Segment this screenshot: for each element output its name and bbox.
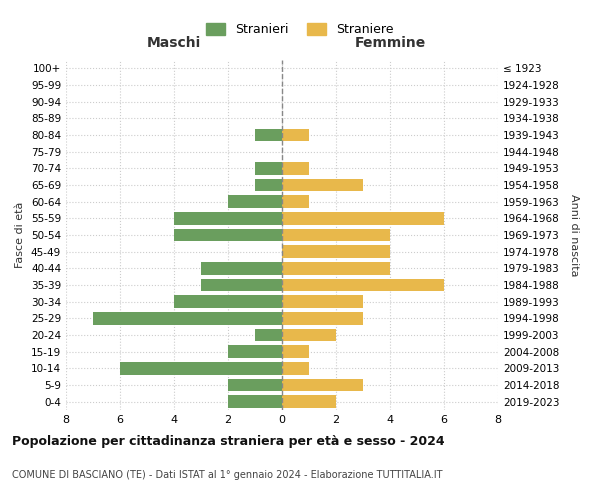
Bar bbox=[228, 379, 282, 391]
Y-axis label: Fasce di età: Fasce di età bbox=[16, 202, 25, 268]
Text: COMUNE DI BASCIANO (TE) - Dati ISTAT al 1° gennaio 2024 - Elaborazione TUTTITALI: COMUNE DI BASCIANO (TE) - Dati ISTAT al … bbox=[12, 470, 443, 480]
Bar bbox=[282, 396, 336, 408]
Bar bbox=[174, 296, 282, 308]
Bar bbox=[201, 279, 282, 291]
Bar bbox=[228, 196, 282, 208]
Bar bbox=[282, 162, 309, 174]
Bar bbox=[282, 346, 309, 358]
Bar bbox=[255, 329, 282, 341]
Bar bbox=[93, 312, 282, 324]
Y-axis label: Anni di nascita: Anni di nascita bbox=[569, 194, 579, 276]
Text: Popolazione per cittadinanza straniera per età e sesso - 2024: Popolazione per cittadinanza straniera p… bbox=[12, 435, 445, 448]
Bar bbox=[174, 229, 282, 241]
Bar bbox=[282, 296, 363, 308]
Bar bbox=[255, 129, 282, 141]
Bar bbox=[282, 329, 336, 341]
Bar bbox=[282, 362, 309, 374]
Bar bbox=[282, 379, 363, 391]
Bar bbox=[282, 279, 444, 291]
Bar bbox=[282, 179, 363, 192]
Bar bbox=[282, 129, 309, 141]
Bar bbox=[201, 262, 282, 274]
Bar bbox=[228, 346, 282, 358]
Legend: Stranieri, Straniere: Stranieri, Straniere bbox=[200, 16, 400, 42]
Bar bbox=[282, 212, 444, 224]
Bar bbox=[282, 229, 390, 241]
Bar bbox=[282, 262, 390, 274]
Bar bbox=[228, 396, 282, 408]
Bar bbox=[120, 362, 282, 374]
Bar bbox=[255, 179, 282, 192]
Text: Maschi: Maschi bbox=[147, 36, 201, 50]
Bar bbox=[282, 312, 363, 324]
Bar bbox=[282, 196, 309, 208]
Bar bbox=[282, 246, 390, 258]
Text: Femmine: Femmine bbox=[355, 36, 425, 50]
Bar bbox=[255, 162, 282, 174]
Bar bbox=[174, 212, 282, 224]
